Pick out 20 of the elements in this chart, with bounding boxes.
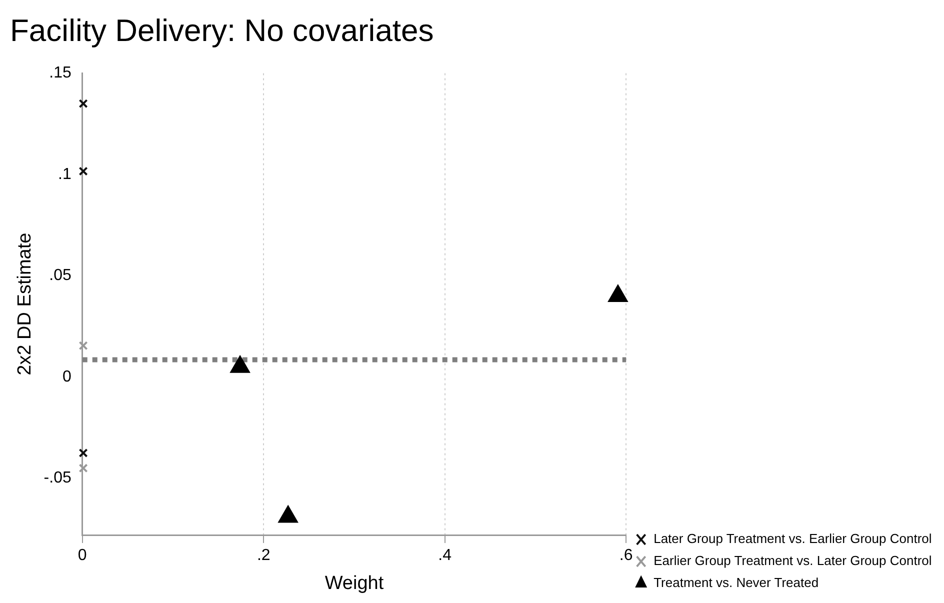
y-tick-label: .05 — [49, 267, 72, 284]
point — [78, 166, 88, 176]
point — [78, 464, 88, 473]
x-tick-label: .6 — [619, 547, 633, 564]
y-tick-label: -.05 — [44, 470, 72, 487]
x-tick-label: .2 — [256, 547, 270, 564]
point — [78, 99, 88, 108]
x-tick-label: .4 — [438, 547, 452, 564]
x-tick-label: 0 — [78, 547, 87, 564]
y-axis-title: 2x2 DD Estimate — [14, 232, 36, 376]
y-tick-label: .15 — [49, 64, 72, 82]
legend-label: Later Group Treatment vs. Earlier Group Control — [654, 531, 932, 546]
point — [78, 341, 88, 350]
y-tick-label: 0 — [62, 368, 72, 386]
y-tick-label: .1 — [58, 166, 72, 183]
x-axis-title: Weight — [324, 572, 384, 594]
legend-label: Treatment vs. Never Treated — [654, 575, 819, 590]
chart-title: Facility Delivery: No covariates — [10, 13, 434, 48]
legend-label: Earlier Group Treatment vs. Later Group Control — [654, 553, 932, 568]
point — [78, 448, 88, 458]
